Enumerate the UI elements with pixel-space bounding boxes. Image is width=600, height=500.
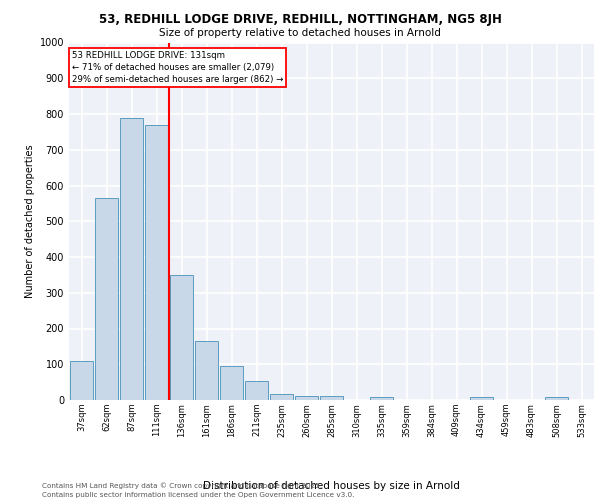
Bar (545, 398, 568, 400)
Bar (220, 366, 243, 400)
Bar (470, 398, 493, 400)
Text: Size of property relative to detached houses in Arnold: Size of property relative to detached ho… (159, 28, 441, 38)
Bar (245, 382, 268, 400)
X-axis label: Distribution of detached houses by size in Arnold: Distribution of detached houses by size … (203, 481, 460, 491)
Bar (70, 360, 93, 400)
Bar (120, 118, 143, 400)
Bar (370, 397, 393, 400)
Text: 53, REDHILL LODGE DRIVE, REDHILL, NOTTINGHAM, NG5 8JH: 53, REDHILL LODGE DRIVE, REDHILL, NOTTIN… (98, 12, 502, 26)
Text: Contains HM Land Registry data © Crown copyright and database right 2025.: Contains HM Land Registry data © Crown c… (42, 482, 322, 489)
Bar (95, 198, 118, 400)
Bar (270, 394, 293, 400)
Text: Contains public sector information licensed under the Open Government Licence v3: Contains public sector information licen… (42, 492, 355, 498)
Bar (195, 341, 218, 400)
Bar (145, 124, 168, 400)
Bar (170, 275, 193, 400)
Text: 53 REDHILL LODGE DRIVE: 131sqm
← 71% of detached houses are smaller (2,079)
29% : 53 REDHILL LODGE DRIVE: 131sqm ← 71% of … (71, 52, 283, 84)
Y-axis label: Number of detached properties: Number of detached properties (25, 144, 35, 298)
Bar (295, 396, 318, 400)
Bar (320, 396, 343, 400)
